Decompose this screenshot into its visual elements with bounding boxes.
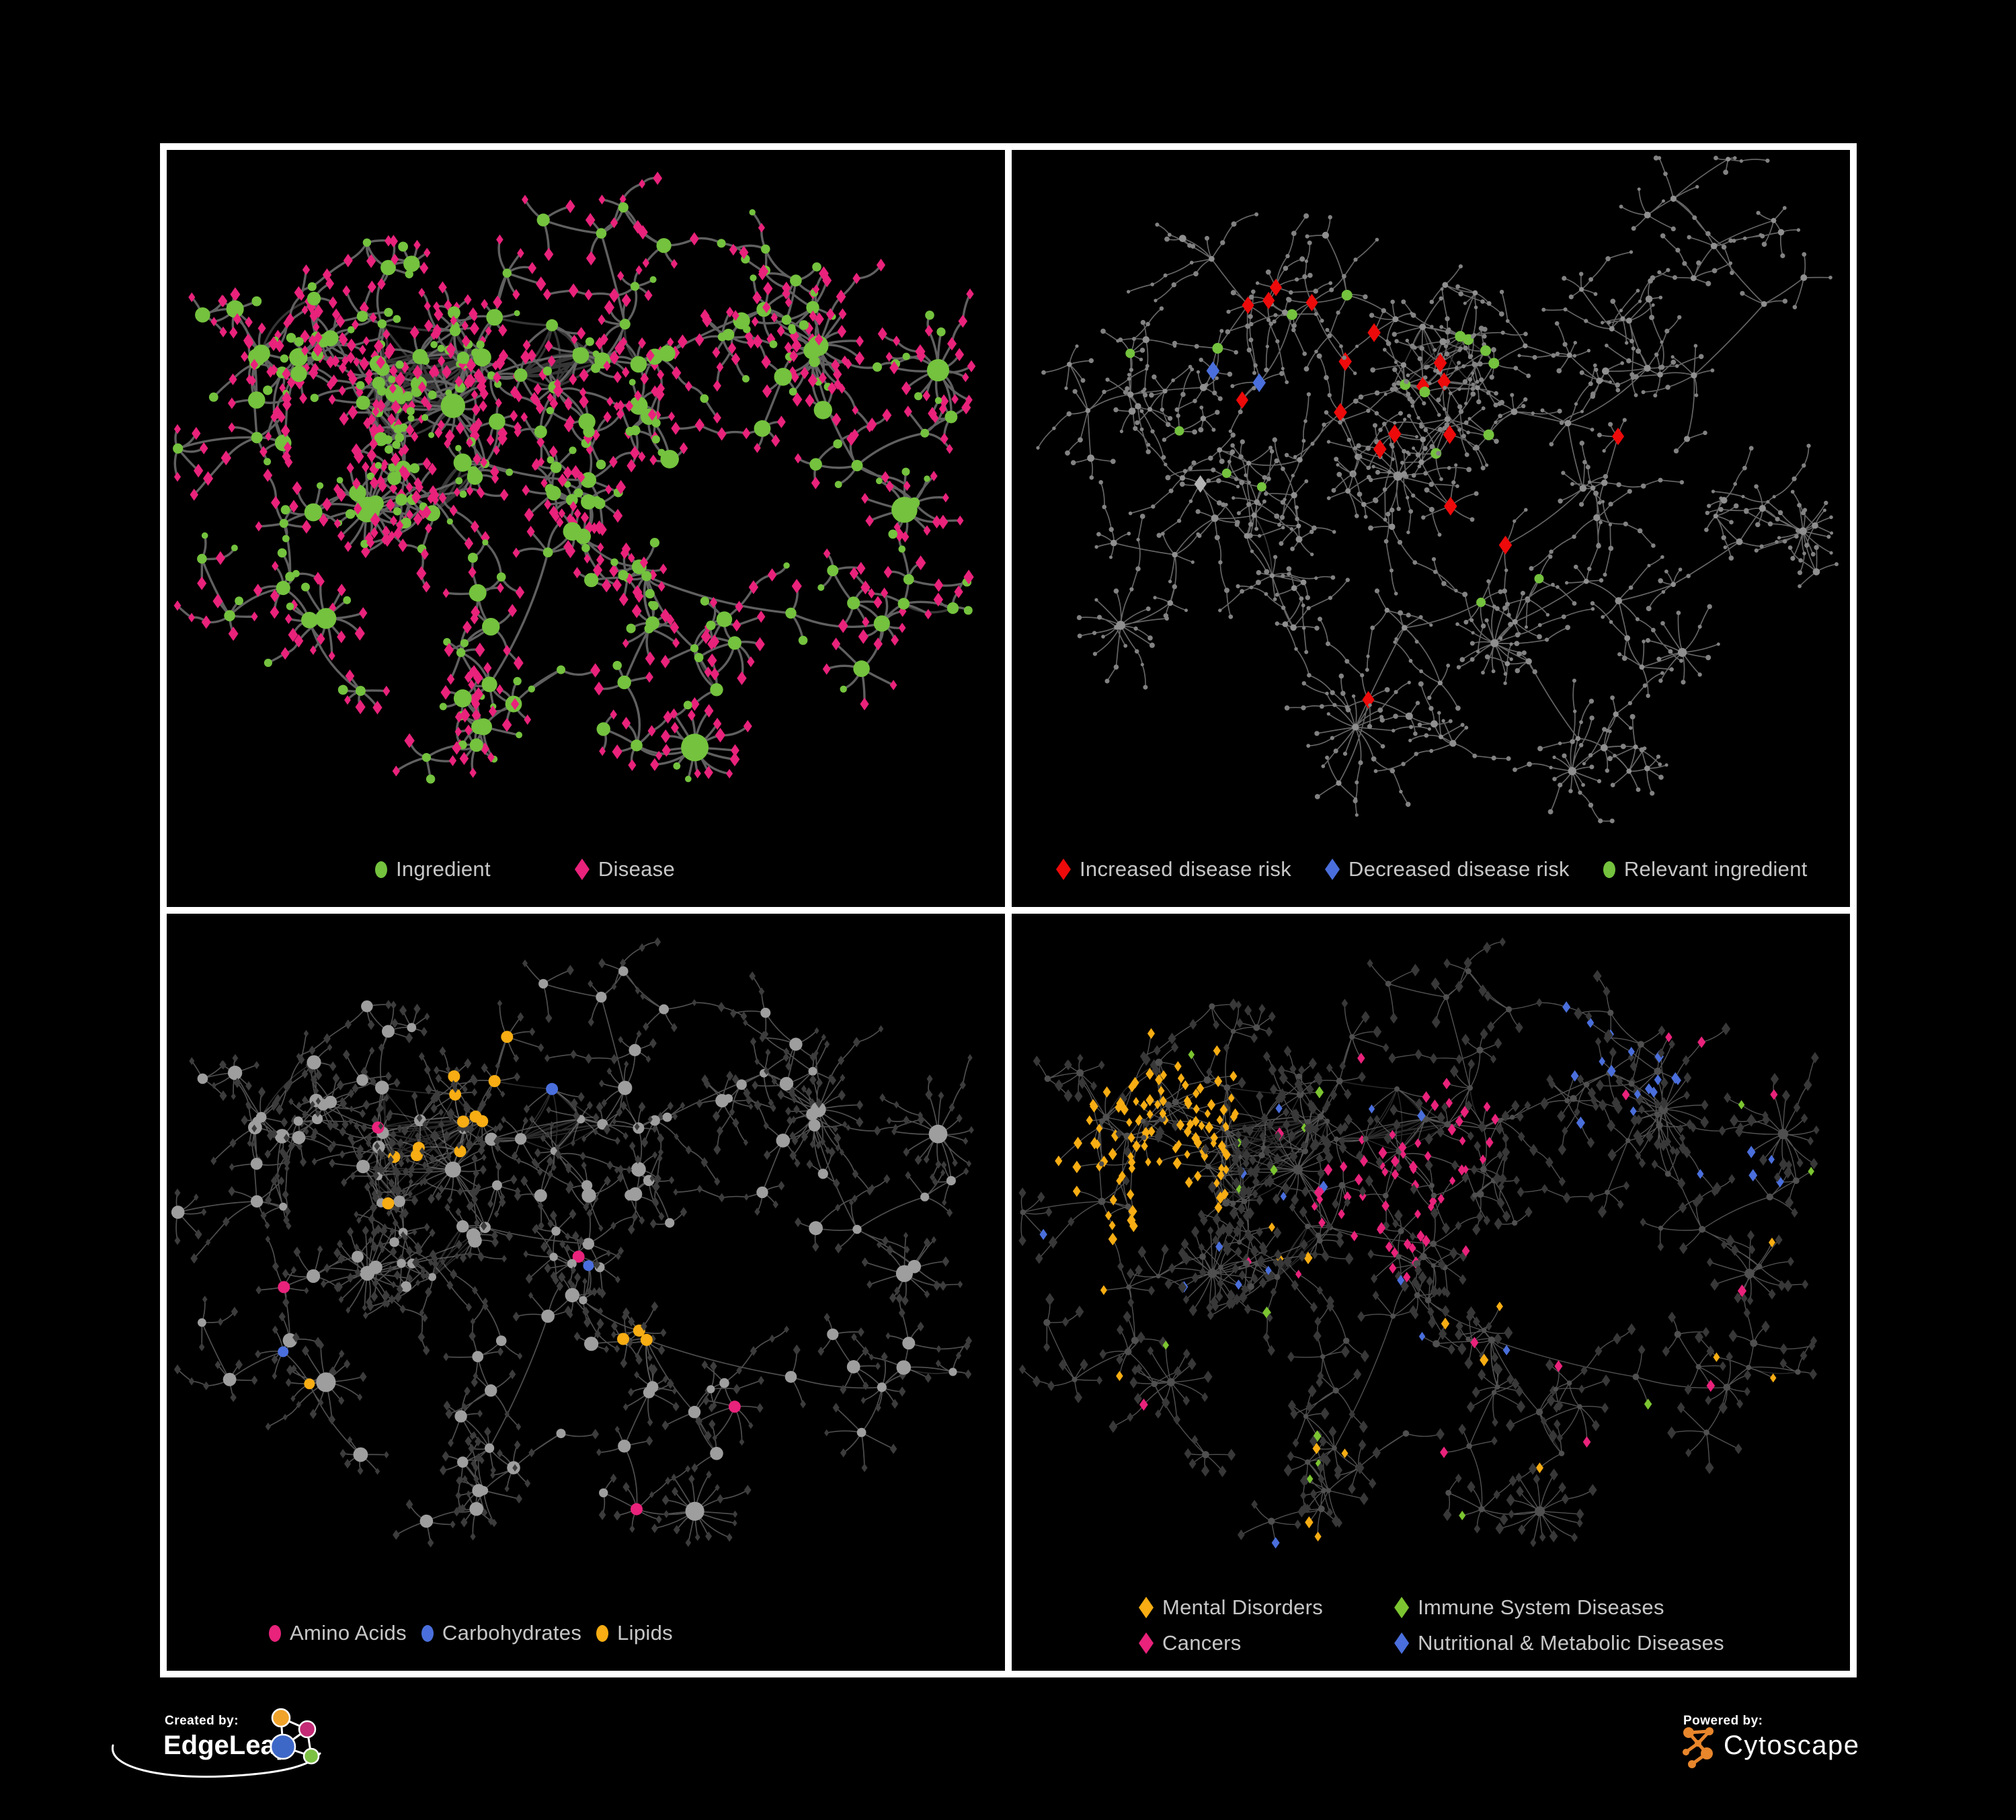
powered-by-label: Powered by: bbox=[1683, 1714, 1763, 1728]
cytoscape-logo-icon bbox=[1683, 1727, 1713, 1768]
panel-disease-risk: Increased disease risk Decreased disease… bbox=[1012, 150, 1850, 907]
legend-item-lipids: Lipids bbox=[596, 1621, 673, 1645]
legend-ingredient-disease: Ingredient Disease bbox=[375, 857, 675, 881]
legend-item-increased-risk: Increased disease risk bbox=[1056, 857, 1291, 881]
legend-label: Amino Acids bbox=[290, 1621, 407, 1645]
legend-label: Mental Disorders bbox=[1162, 1595, 1324, 1619]
created-by-label: Created by: bbox=[165, 1714, 239, 1728]
panel-grid: Ingredient Disease Increased disease ris… bbox=[160, 143, 1857, 1677]
cancers-swatch-icon bbox=[1139, 1632, 1154, 1654]
panel-disease-categories: Mental Disorders Immune System Diseases … bbox=[1012, 914, 1850, 1671]
legend-label: Carbohydrates bbox=[442, 1621, 582, 1645]
legend-item-disease: Disease bbox=[574, 857, 675, 881]
mental-disorders-swatch-icon bbox=[1139, 1597, 1154, 1618]
panel-ingredient-classes: Amino Acids Carbohydrates Lipids bbox=[167, 914, 1005, 1671]
network-ingredient-classes bbox=[171, 937, 974, 1548]
legend-label: Relevant ingredient bbox=[1623, 857, 1808, 881]
legend-item-amino-acids: Amino Acids bbox=[269, 1621, 407, 1645]
decreased-risk-swatch-icon bbox=[1325, 859, 1340, 880]
carbohydrates-swatch-icon bbox=[421, 1624, 434, 1642]
legend-label: Immune System Diseases bbox=[1418, 1595, 1664, 1619]
legend-label: Increased disease risk bbox=[1080, 857, 1292, 881]
legend-ingredient-classes: Amino Acids Carbohydrates Lipids bbox=[269, 1621, 673, 1645]
legend-label: Lipids bbox=[617, 1621, 673, 1645]
legend-item-decreased-risk: Decreased disease risk bbox=[1325, 857, 1570, 881]
relevant-ingredient-swatch-icon bbox=[1603, 861, 1615, 878]
panel-ingredient-disease: Ingredient Disease bbox=[167, 150, 1005, 907]
legend-item-immune-diseases: Immune System Diseases bbox=[1394, 1595, 1724, 1620]
cytoscape-logo-text: Cytoscape bbox=[1724, 1731, 1860, 1760]
network-disease-risk bbox=[1036, 155, 1839, 824]
legend-label: Disease bbox=[598, 857, 675, 881]
legend-item-ingredient: Ingredient bbox=[375, 857, 491, 881]
legend-label: Nutritional & Metabolic Diseases bbox=[1418, 1631, 1724, 1655]
edgeleap-swoosh-icon bbox=[112, 1744, 321, 1778]
network-disease-categories bbox=[1018, 937, 1820, 1549]
network-ingredient-disease bbox=[173, 171, 976, 784]
disease-swatch-icon bbox=[574, 859, 590, 880]
legend-disease-categories: Mental Disorders Immune System Diseases … bbox=[1139, 1595, 1724, 1655]
legend-label: Ingredient bbox=[396, 857, 491, 881]
amino-acids-swatch-icon bbox=[269, 1624, 281, 1642]
legend-item-cancers: Cancers bbox=[1139, 1631, 1323, 1655]
increased-risk-swatch-icon bbox=[1056, 859, 1071, 880]
legend-label: Cancers bbox=[1162, 1631, 1242, 1655]
legend-label: Decreased disease risk bbox=[1348, 857, 1570, 881]
legend-item-mental-disorders: Mental Disorders bbox=[1139, 1595, 1323, 1620]
edgeleap-network-icon bbox=[270, 1708, 320, 1765]
ingredient-swatch-icon bbox=[375, 861, 387, 878]
legend-item-nutritional-metabolic: Nutritional & Metabolic Diseases bbox=[1394, 1631, 1724, 1655]
nutritional-metabolic-swatch-icon bbox=[1394, 1632, 1410, 1654]
legend-item-relevant-ingredient: Relevant ingredient bbox=[1603, 857, 1808, 881]
lipids-swatch-icon bbox=[596, 1624, 609, 1642]
legend-item-carbohydrates: Carbohydrates bbox=[421, 1621, 581, 1645]
immune-diseases-swatch-icon bbox=[1394, 1597, 1410, 1618]
legend-disease-risk: Increased disease risk Decreased disease… bbox=[1056, 857, 1808, 881]
